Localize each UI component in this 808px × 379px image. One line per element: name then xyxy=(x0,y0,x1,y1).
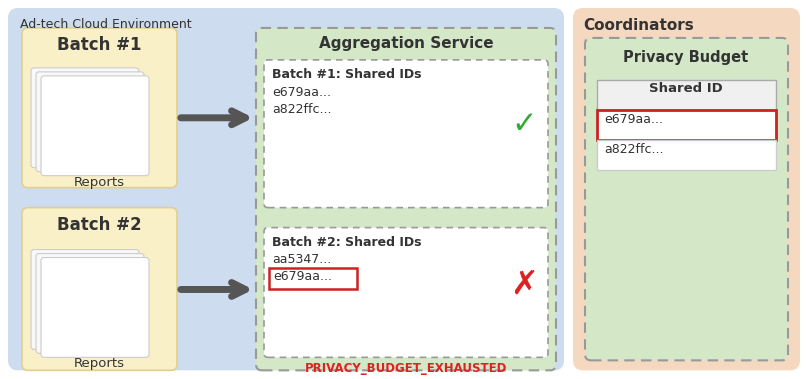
Text: Batch #2: Shared IDs: Batch #2: Shared IDs xyxy=(272,236,422,249)
Text: e679aa...: e679aa... xyxy=(604,113,663,126)
FancyBboxPatch shape xyxy=(8,8,564,370)
FancyBboxPatch shape xyxy=(31,68,139,168)
Text: e679aa...: e679aa... xyxy=(273,269,332,282)
Text: Privacy Budget: Privacy Budget xyxy=(624,50,749,65)
FancyBboxPatch shape xyxy=(36,72,144,172)
Text: PRIVACY_BUDGET_EXHAUSTED: PRIVACY_BUDGET_EXHAUSTED xyxy=(305,362,507,375)
FancyBboxPatch shape xyxy=(264,228,548,357)
Text: ✗: ✗ xyxy=(510,268,538,301)
Text: Ad-tech Cloud Environment: Ad-tech Cloud Environment xyxy=(20,18,191,31)
Text: Reports: Reports xyxy=(74,176,124,189)
Bar xyxy=(597,140,776,170)
FancyBboxPatch shape xyxy=(585,38,788,360)
FancyBboxPatch shape xyxy=(41,76,149,176)
Text: aa5347...: aa5347... xyxy=(272,252,331,266)
FancyBboxPatch shape xyxy=(22,28,177,188)
FancyBboxPatch shape xyxy=(256,28,556,370)
Text: Batch #1: Batch #1 xyxy=(57,36,141,54)
Text: Aggregation Service: Aggregation Service xyxy=(318,36,494,51)
FancyBboxPatch shape xyxy=(41,258,149,357)
Text: a822ffc...: a822ffc... xyxy=(604,143,663,156)
FancyBboxPatch shape xyxy=(22,208,177,370)
FancyBboxPatch shape xyxy=(573,8,800,370)
FancyBboxPatch shape xyxy=(264,60,548,208)
Text: e679aa...: e679aa... xyxy=(272,86,331,99)
Text: Shared ID: Shared ID xyxy=(649,82,723,95)
FancyBboxPatch shape xyxy=(36,254,144,353)
Text: Batch #1: Shared IDs: Batch #1: Shared IDs xyxy=(272,68,422,81)
Bar xyxy=(269,268,357,290)
Text: Batch #2: Batch #2 xyxy=(57,216,141,233)
Text: a822ffc...: a822ffc... xyxy=(272,103,331,116)
Text: ✓: ✓ xyxy=(511,110,537,139)
Text: Reports: Reports xyxy=(74,357,124,370)
FancyBboxPatch shape xyxy=(31,249,139,349)
Bar xyxy=(597,80,776,110)
Text: Coordinators: Coordinators xyxy=(583,18,694,33)
Bar xyxy=(597,110,776,140)
